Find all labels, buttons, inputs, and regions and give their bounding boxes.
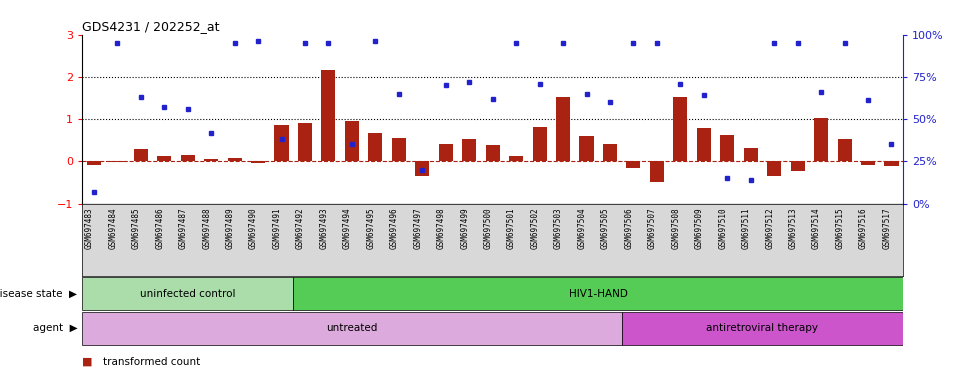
Bar (392, 138, 406, 161)
Text: GDS4231 / 202252_at: GDS4231 / 202252_at (82, 20, 219, 33)
Bar (580, 136, 593, 161)
Bar (696, 128, 711, 161)
Bar (744, 148, 757, 161)
Bar (274, 126, 289, 161)
Text: GSM697511: GSM697511 (742, 207, 751, 249)
Bar (181, 156, 195, 161)
Bar (721, 135, 734, 161)
Bar (814, 118, 828, 161)
Bar (368, 132, 383, 161)
Bar (82, 277, 294, 310)
Bar (228, 158, 242, 161)
Bar (790, 161, 805, 170)
Bar (885, 161, 898, 166)
Bar (110, 161, 125, 162)
Bar (415, 161, 429, 176)
Text: GSM697483: GSM697483 (85, 207, 94, 249)
Text: uninfected control: uninfected control (140, 289, 236, 299)
Bar (838, 139, 852, 161)
Text: GSM697494: GSM697494 (343, 207, 352, 249)
Bar (298, 123, 312, 161)
Bar (204, 159, 218, 161)
Bar (603, 144, 617, 161)
Text: HIV1-HAND: HIV1-HAND (569, 289, 628, 299)
Bar (767, 161, 781, 176)
Text: GSM697514: GSM697514 (812, 207, 821, 249)
Bar (861, 161, 875, 165)
Bar (673, 97, 688, 161)
Bar (157, 156, 171, 161)
Text: GSM697498: GSM697498 (437, 207, 445, 249)
Text: GSM697490: GSM697490 (249, 207, 258, 249)
Bar (439, 144, 453, 161)
Bar (650, 161, 664, 182)
Text: GSM697501: GSM697501 (507, 207, 516, 249)
Text: GSM697505: GSM697505 (601, 207, 610, 249)
Text: GSM697515: GSM697515 (836, 207, 844, 249)
Text: GSM697507: GSM697507 (648, 207, 657, 249)
Text: GSM697516: GSM697516 (859, 207, 868, 249)
Bar (622, 312, 903, 345)
Text: GSM697487: GSM697487 (179, 207, 187, 249)
Text: GSM697509: GSM697509 (695, 207, 704, 249)
Bar (626, 161, 640, 168)
Text: GSM697502: GSM697502 (530, 207, 540, 249)
Text: GSM697508: GSM697508 (671, 207, 680, 249)
Bar (322, 71, 335, 161)
Text: GSM697499: GSM697499 (460, 207, 469, 249)
Text: GSM697503: GSM697503 (554, 207, 563, 249)
Text: GSM697506: GSM697506 (624, 207, 634, 249)
Text: GSM697484: GSM697484 (108, 207, 117, 249)
Bar (486, 145, 499, 161)
Bar (82, 312, 622, 345)
Text: disease state  ▶: disease state ▶ (0, 289, 77, 299)
Text: GSM697492: GSM697492 (296, 207, 305, 249)
Text: GSM697491: GSM697491 (272, 207, 281, 249)
Bar (87, 161, 100, 165)
Text: GSM697513: GSM697513 (788, 207, 798, 249)
Text: GSM697512: GSM697512 (765, 207, 774, 249)
Bar (556, 97, 570, 161)
Text: GSM697486: GSM697486 (156, 207, 164, 249)
Text: GSM697495: GSM697495 (366, 207, 376, 249)
Bar (509, 156, 524, 161)
Text: GSM697504: GSM697504 (578, 207, 586, 249)
Bar (532, 127, 547, 161)
Bar (133, 149, 148, 161)
Text: agent  ▶: agent ▶ (33, 323, 77, 333)
Bar (294, 277, 903, 310)
Text: antiretroviral therapy: antiretroviral therapy (706, 323, 818, 333)
Text: GSM697510: GSM697510 (719, 207, 727, 249)
Bar (345, 121, 359, 161)
Text: transformed count: transformed count (103, 357, 201, 367)
Text: GSM697489: GSM697489 (226, 207, 235, 249)
Bar (251, 161, 265, 163)
Text: GSM697517: GSM697517 (883, 207, 892, 249)
Text: untreated: untreated (327, 323, 378, 333)
Text: GSM697488: GSM697488 (202, 207, 212, 249)
Bar (462, 139, 476, 161)
Text: GSM697500: GSM697500 (484, 207, 493, 249)
Text: GSM697493: GSM697493 (320, 207, 328, 249)
Text: GSM697497: GSM697497 (413, 207, 422, 249)
Text: ■: ■ (82, 357, 93, 367)
Text: GSM697496: GSM697496 (390, 207, 399, 249)
Text: GSM697485: GSM697485 (131, 207, 141, 249)
